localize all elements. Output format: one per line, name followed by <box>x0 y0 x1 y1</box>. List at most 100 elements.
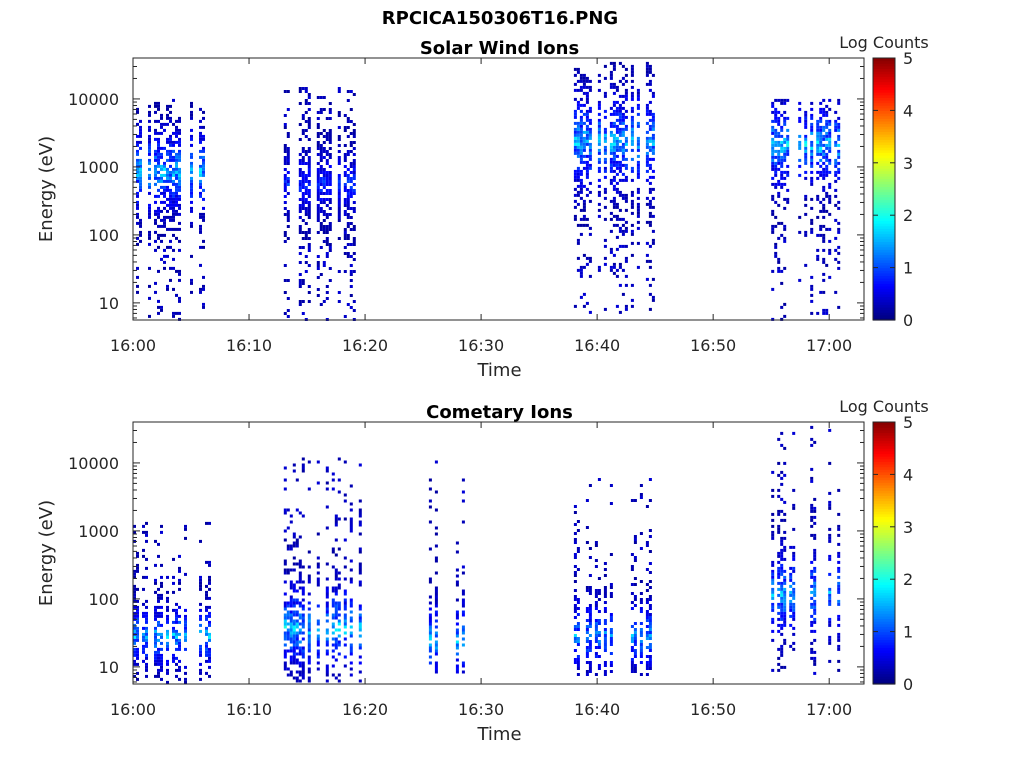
heatmap-cell <box>286 132 290 135</box>
heatmap-cell <box>648 136 652 140</box>
heatmap-cell <box>792 581 796 585</box>
heatmap-cell <box>822 290 826 294</box>
heatmap-cell <box>205 590 208 594</box>
heatmap-cell <box>331 550 335 554</box>
heatmap-cell <box>343 165 347 168</box>
heatmap-cell <box>145 653 148 657</box>
heatmap-cell <box>822 188 826 192</box>
heatmap-cell <box>630 73 634 77</box>
heatmap-cell <box>810 287 814 291</box>
heatmap-cell <box>172 179 175 183</box>
heatmap-cell <box>178 155 181 159</box>
heatmap-cell <box>325 652 329 656</box>
heatmap-cell <box>349 559 353 563</box>
colorbar-tick-label: 4 <box>903 465 913 484</box>
heatmap-cell <box>579 121 583 125</box>
heatmap-cell <box>434 589 438 593</box>
heatmap-cell <box>434 640 438 644</box>
heatmap-cell <box>133 572 136 576</box>
heatmap-cell <box>786 98 790 102</box>
heatmap-cell <box>178 239 181 243</box>
heatmap-cell <box>573 97 577 101</box>
heatmap-cell <box>304 87 308 90</box>
heatmap-cell <box>331 673 335 677</box>
heatmap-cell <box>837 647 841 651</box>
heatmap-cell <box>175 674 178 678</box>
heatmap-cell <box>633 667 637 670</box>
heatmap-cell <box>337 679 341 683</box>
heatmap-cell <box>603 673 607 676</box>
heatmap-cell <box>461 613 465 617</box>
heatmap-cell <box>573 130 577 134</box>
heatmap-cell <box>139 140 142 144</box>
colorbar-segment <box>873 162 895 167</box>
heatmap-cell <box>139 128 142 132</box>
colorbar-segment <box>873 497 895 502</box>
heatmap-cell <box>205 632 208 636</box>
heatmap-cell <box>624 79 628 83</box>
heatmap-cell <box>648 139 652 143</box>
heatmap-cell <box>157 140 160 144</box>
heatmap-cell <box>286 180 290 183</box>
heatmap-cell <box>612 163 616 167</box>
heatmap-cell <box>352 243 356 246</box>
heatmap-cell <box>352 135 356 138</box>
heatmap-cell <box>777 623 781 627</box>
heatmap-cell <box>633 598 637 601</box>
heatmap-cell <box>648 598 652 601</box>
heatmap-cell <box>346 198 350 201</box>
heatmap-cell <box>307 661 311 665</box>
heatmap-cell <box>648 187 652 191</box>
heatmap-cell <box>157 269 160 273</box>
y-tick-label: 10 <box>99 658 119 677</box>
heatmap-cell <box>585 646 589 649</box>
heatmap-cell <box>331 637 335 641</box>
heatmap-cell <box>810 275 814 279</box>
heatmap-cell <box>304 111 308 114</box>
heatmap-cell <box>358 619 362 623</box>
heatmap-cell <box>322 228 326 231</box>
heatmap-cell <box>337 490 341 494</box>
heatmap-cell <box>837 617 841 621</box>
heatmap-cell <box>816 140 820 144</box>
heatmap-cell <box>810 503 814 507</box>
heatmap-cell <box>783 602 787 606</box>
heatmap-cell <box>648 535 652 538</box>
heatmap-cell <box>837 200 841 204</box>
heatmap-cell <box>810 518 814 522</box>
heatmap-cell <box>819 146 823 150</box>
heatmap-cell <box>780 548 784 552</box>
heatmap-cell <box>609 664 613 667</box>
heatmap-cell <box>166 647 169 651</box>
heatmap-cell <box>307 243 311 246</box>
heatmap-cell <box>597 124 601 128</box>
heatmap-cell <box>609 643 613 646</box>
heatmap-cell <box>597 160 601 164</box>
heatmap-cell <box>328 279 332 282</box>
heatmap-cell <box>576 133 580 137</box>
heatmap-cell <box>609 181 613 185</box>
heatmap-cell <box>828 506 832 510</box>
heatmap-cell <box>786 146 790 150</box>
heatmap-cell <box>328 225 332 228</box>
heatmap-cell <box>328 246 332 249</box>
heatmap-cell <box>160 218 163 222</box>
heatmap-cell <box>573 541 577 544</box>
heatmap-cell <box>172 209 175 213</box>
heatmap-cell <box>349 577 353 581</box>
heatmap-cell <box>133 575 136 579</box>
heatmap-cell <box>169 218 172 222</box>
heatmap-cell <box>166 188 169 192</box>
heatmap-cell <box>178 569 181 573</box>
heatmap-cell <box>205 653 208 657</box>
heatmap-cell <box>612 61 616 65</box>
heatmap-cell <box>295 622 299 626</box>
heatmap-cell <box>434 556 438 560</box>
heatmap-cell <box>301 580 305 584</box>
heatmap-cell <box>169 203 172 207</box>
heatmap-cell <box>184 638 187 642</box>
heatmap-cell <box>166 641 169 645</box>
heatmap-cell <box>585 499 589 502</box>
heatmap-cell <box>172 167 175 171</box>
heatmap-cell <box>594 673 598 676</box>
